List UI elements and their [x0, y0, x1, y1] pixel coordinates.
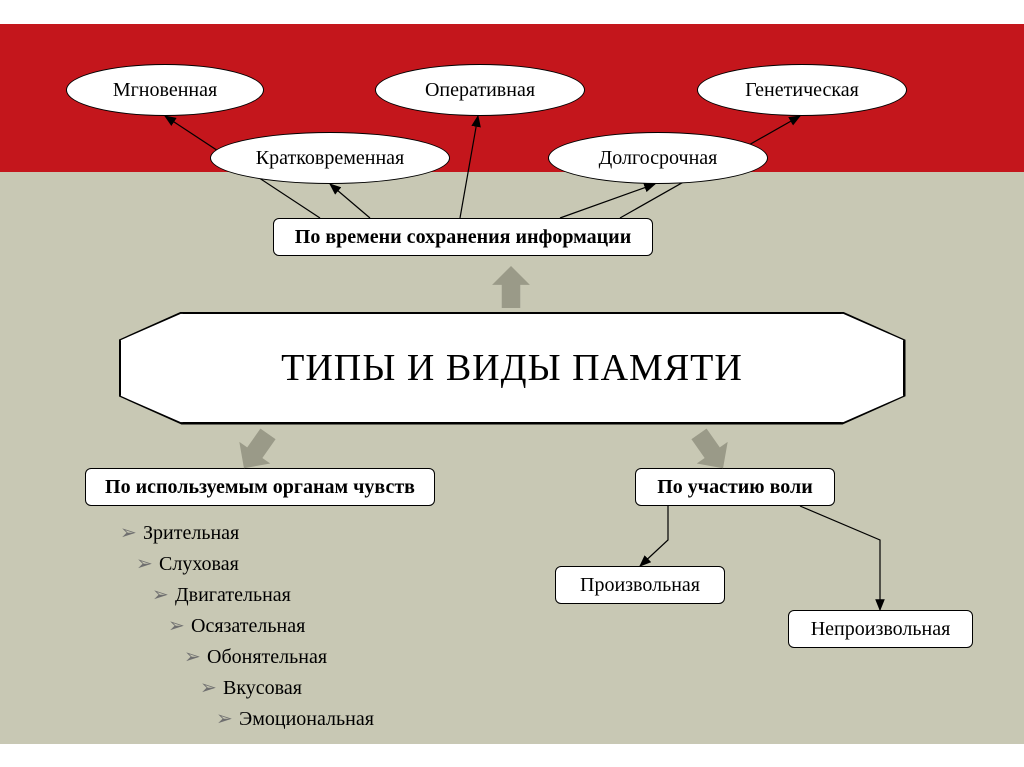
senses-list-item: ➢ Осязательная — [120, 611, 374, 642]
senses-list-item-label: Осязательная — [186, 615, 305, 637]
time-ellipse-label: Мгновенная — [113, 79, 217, 102]
will-child-label: Произвольная — [580, 574, 700, 597]
time-ellipse: Долгосрочная — [548, 132, 768, 184]
senses-list-item-label: Зрительная — [138, 522, 239, 544]
time-ellipse-label: Кратковременная — [256, 147, 404, 170]
time-ellipse: Оперативная — [375, 64, 585, 116]
chevron-bullet-icon: ➢ — [168, 611, 186, 642]
time-ellipse-label: Генетическая — [745, 79, 859, 102]
senses-list-item: ➢ Слуховая — [120, 549, 374, 580]
block-arrow-up-icon — [490, 266, 532, 308]
senses-list: ➢ Зрительная➢ Слуховая➢ Двигательная➢ Ос… — [120, 518, 374, 735]
time-ellipse: Мгновенная — [66, 64, 264, 116]
branch-label-time: По времени сохранения информации — [273, 218, 653, 256]
branch-label-time-text: По времени сохранения информации — [295, 226, 631, 249]
central-title-text: ТИПЫ И ВИДЫ ПАМЯТИ — [281, 346, 743, 390]
senses-list-item-label: Обонятельная — [202, 646, 327, 668]
chevron-bullet-icon: ➢ — [184, 642, 202, 673]
chevron-bullet-icon: ➢ — [152, 580, 170, 611]
senses-list-item-label: Слуховая — [154, 553, 239, 575]
chevron-bullet-icon: ➢ — [200, 673, 218, 704]
chevron-bullet-icon: ➢ — [120, 518, 138, 549]
will-child-box: Произвольная — [555, 566, 725, 604]
senses-list-item: ➢ Двигательная — [120, 580, 374, 611]
senses-list-item: ➢ Обонятельная — [120, 642, 374, 673]
branch-label-will-text: По участию воли — [657, 476, 813, 499]
senses-list-item: ➢ Зрительная — [120, 518, 374, 549]
time-ellipse-label: Долгосрочная — [599, 147, 718, 170]
will-child-box: Непроизвольная — [788, 610, 973, 648]
chevron-bullet-icon: ➢ — [136, 549, 154, 580]
diagram-stage: ТИПЫ И ВИДЫ ПАМЯТИ По времени сохранения… — [0, 0, 1024, 767]
time-ellipse: Кратковременная — [210, 132, 450, 184]
senses-list-item: ➢ Вкусовая — [120, 673, 374, 704]
chevron-bullet-icon: ➢ — [216, 704, 234, 735]
senses-list-item: ➢ Эмоциональная — [120, 704, 374, 735]
branch-label-will: По участию воли — [635, 468, 835, 506]
central-title: ТИПЫ И ВИДЫ ПАМЯТИ — [120, 313, 904, 423]
will-child-label: Непроизвольная — [811, 618, 951, 641]
senses-list-item-label: Вкусовая — [218, 677, 302, 699]
senses-list-item-label: Двигательная — [170, 584, 291, 606]
time-ellipse-label: Оперативная — [425, 79, 535, 102]
senses-list-item-label: Эмоциональная — [234, 708, 374, 730]
time-ellipse: Генетическая — [697, 64, 907, 116]
